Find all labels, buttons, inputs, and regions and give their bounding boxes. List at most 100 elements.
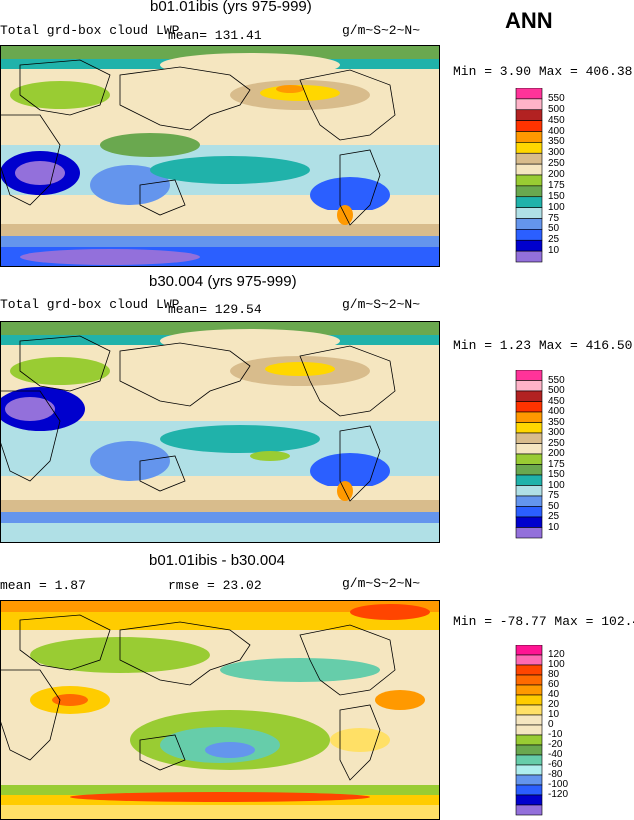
colorbar-tick-label: 75 (548, 212, 560, 224)
colorbar-tick-label: 120 (548, 649, 565, 660)
colorbar-tick-label: 200 (548, 169, 565, 180)
colorbar-swatch (515, 131, 543, 143)
panel-3-rmse: rmse = 23.02 (168, 578, 262, 593)
colorbar-tick-label: 400 (548, 406, 565, 417)
colorbar-swatch (515, 704, 543, 716)
colorbar-swatch (515, 120, 543, 132)
colorbar-tick-label: -10 (548, 729, 563, 740)
colorbar-tick-label: 250 (548, 437, 565, 449)
colorbar-tick-label: 25 (548, 511, 560, 522)
colorbar-swatch (515, 674, 543, 686)
colorbar-swatch (515, 784, 543, 796)
colorbar-swatch (515, 714, 543, 726)
colorbar-tick-label: 350 (548, 136, 565, 148)
colorbar-tick-label: 250 (548, 158, 565, 170)
colorbar-tick-label: 500 (548, 385, 565, 396)
colorbar-tick-label: 150 (548, 469, 565, 480)
colorbar-tick-label: 100 (548, 479, 565, 491)
colorbar-tick-label: -100 (548, 779, 569, 790)
colorbar-tick-label: 60 (548, 679, 560, 690)
colorbar-swatch (515, 654, 543, 666)
colorbar-swatch (515, 754, 543, 766)
season-label: ANN (505, 8, 553, 33)
colorbar-swatch (515, 443, 543, 455)
colorbar-tick-label: 550 (548, 92, 565, 104)
colorbar-swatch (515, 506, 543, 518)
colorbar-tick-label: -120 (548, 789, 569, 800)
colorbar-swatch (515, 464, 543, 476)
colorbar-tick-label: 75 (548, 490, 560, 501)
panel-1-title: b01.01ibis (yrs 975-999) (150, 0, 312, 15)
panel-1-mean: mean= 131.41 (168, 28, 262, 43)
colorbar-swatch (515, 142, 543, 154)
colorbar-swatch (515, 664, 543, 676)
colorbar-tick-label: -40 (548, 749, 563, 760)
colorbar-tick-label: 40 (548, 689, 560, 700)
colorbar-swatch (515, 774, 543, 786)
colorbar-tick-label: 175 (548, 179, 565, 191)
colorbar-swatch (515, 401, 543, 413)
colorbar-tick-label: -20 (548, 739, 563, 750)
colorbar-swatch (515, 485, 543, 497)
colorbar-swatch (515, 88, 543, 100)
colorbar-swatch (515, 694, 543, 706)
panel-1-colorbar (515, 88, 543, 263)
colorbar-tick-label: 100 (548, 659, 565, 670)
colorbar-tick-label: 175 (548, 458, 565, 470)
colorbar-tick-label: 200 (548, 448, 565, 459)
colorbar-swatch (515, 98, 543, 111)
colorbar-tick-label: 100 (548, 201, 565, 213)
panel-2-range: Min = 1.23 Max = 416.50 (453, 338, 633, 353)
panel-2-map (0, 321, 440, 543)
colorbar-tick-label: 500 (548, 103, 565, 115)
colorbar-tick-label: -60 (548, 759, 563, 770)
colorbar-swatch (515, 390, 543, 402)
panel-3-mean: mean = 1.87 (0, 578, 86, 593)
colorbar-swatch (515, 411, 543, 423)
colorbar-swatch (515, 744, 543, 756)
colorbar-tick-label: 10 (548, 245, 560, 257)
colorbar-swatch (515, 527, 543, 539)
colorbar-tick-label: 20 (548, 699, 560, 710)
panel-3-title: b01.01ibis - b30.004 (149, 552, 285, 569)
panel-2-mean: mean= 129.54 (168, 302, 262, 317)
colorbar-swatch (515, 196, 543, 208)
colorbar-swatch (515, 152, 543, 165)
colorbar-swatch (515, 174, 543, 187)
colorbar-swatch (515, 764, 543, 776)
colorbar-tick-label: -80 (548, 769, 563, 780)
colorbar-tick-label: 10 (548, 709, 560, 720)
colorbar-swatch (515, 645, 543, 656)
colorbar-tick-label: 400 (548, 125, 565, 137)
panel-1-variable-label: Total grd-box cloud LWP (0, 23, 180, 38)
colorbar-swatch (515, 163, 543, 176)
panel-1-map (0, 45, 440, 267)
colorbar-tick-label: 25 (548, 234, 560, 246)
colorbar-tick-label: 350 (548, 416, 565, 428)
panel-2-colorbar (515, 370, 543, 539)
colorbar-swatch (515, 109, 543, 121)
panel-3-colorbar (515, 645, 543, 816)
colorbar-tick-label: 0 (548, 719, 554, 730)
colorbar-tick-label: 450 (548, 114, 565, 126)
panel-1-units: g/m~S~2~N~ (342, 23, 421, 38)
colorbar-tick-label: 10 (548, 521, 560, 533)
colorbar-swatch (515, 229, 543, 241)
colorbar-swatch (515, 370, 543, 381)
colorbar-tick-label: 300 (548, 147, 565, 159)
panel-3-units: g/m~S~2~N~ (342, 576, 421, 591)
colorbar-swatch (515, 684, 543, 696)
panel-1-range: Min = 3.90 Max = 406.38 (453, 64, 633, 79)
colorbar-swatch (515, 804, 543, 816)
panel-3-map (0, 600, 440, 820)
colorbar-swatch (515, 218, 543, 230)
colorbar-tick-label: 550 (548, 374, 565, 386)
colorbar-swatch (515, 422, 543, 434)
colorbar-swatch (515, 453, 543, 465)
colorbar-swatch (515, 207, 543, 219)
colorbar-tick-label: 80 (548, 669, 560, 680)
panel-3-range: Min = -78.77 Max = 102.40 (453, 614, 634, 629)
colorbar-swatch (515, 794, 543, 806)
colorbar-tick-label: 450 (548, 395, 565, 407)
colorbar-swatch (515, 432, 543, 444)
